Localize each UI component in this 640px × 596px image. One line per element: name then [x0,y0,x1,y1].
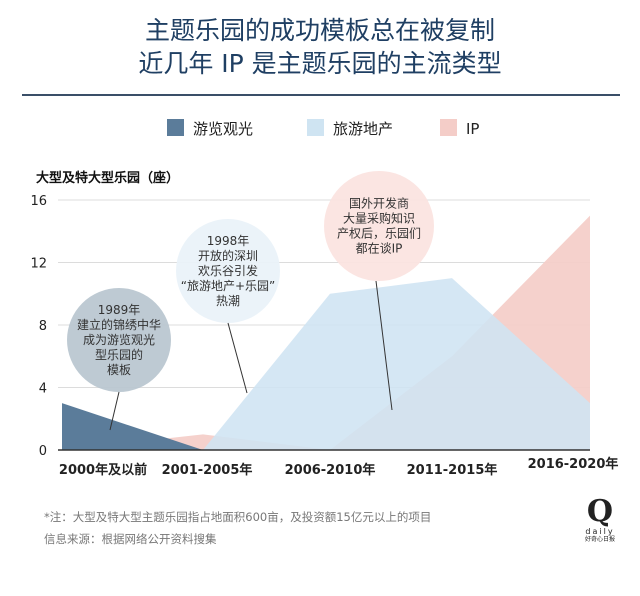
chart-title-line2: 近几年 IP 是主题乐园的主流类型 [138,49,502,78]
x-tick-label: 2006-2010年 [285,462,376,478]
legend-label: 游览观光 [193,120,253,138]
y-tick-label: 8 [39,319,47,334]
footnote: *注：大型及特大型主题乐园指占地面积600亩，及投资额15亿元以上的项目 [44,510,432,524]
annotation-bubble [67,288,171,392]
annotation-pointer [109,391,120,431]
logo-sub: 好奇心日报 [584,536,615,543]
legend-swatch [440,119,457,136]
annotation-text: 模板 [107,363,131,377]
chart-title-line1: 主题乐园的成功模板总在被复制 [144,16,495,45]
chart-title: 主题乐园的成功模板总在被复制 近几年 IP 是主题乐园的主流类型 [0,14,640,80]
y-tick-label: 12 [30,257,47,272]
annotation-text: 开放的深圳 [198,248,258,263]
legend-label: 旅游地产 [333,120,393,138]
legend-swatch [307,119,324,136]
annotation-text: 1998年 [207,234,250,248]
qdaily-logo: Q daily 好奇心日报 [580,497,620,544]
logo-word: daily [585,527,615,536]
x-tick-label: 2001-2005年 [162,462,253,478]
annotation-text: 成为游览观光 [83,332,155,347]
annotation-text: “旅游地产+乐园” [181,279,276,293]
annotation-text: 型乐园的 [95,347,143,362]
y-tick-label: 0 [39,444,47,459]
source-note: 信息来源：根据网络公开资料搜集 [44,532,217,546]
title-divider [22,94,620,96]
annotation-text: 热潮 [216,293,240,308]
annotation-text: 大量采购知识 [343,211,415,226]
annotation-pointer [375,280,393,411]
x-tick-label: 2016-2020年 [528,456,619,472]
x-tick-label: 2011-2015年 [407,462,498,478]
annotation-text: 欢乐谷引发 [198,263,258,278]
annotation-text: 都在谈IP [356,242,403,256]
annotation-text: 建立的锦绣中华 [77,317,161,332]
y-axis-label: 大型及特大型乐园（座） [36,170,179,186]
series-area [62,403,203,450]
x-tick-label: 2000年及以前 [59,462,147,478]
annotation-bubble [176,219,280,323]
y-tick-label: 16 [30,194,47,209]
annotation-text: 国外开发商 [349,196,409,211]
annotation-bubble [324,171,434,281]
annotation-text: 产权后，乐园们 [337,226,421,241]
legend-label: IP [466,120,479,138]
annotation-text: 1989年 [98,303,141,317]
legend-swatch [167,119,184,136]
y-tick-label: 4 [39,382,47,397]
series-area [203,278,590,450]
logo-letter: Q [586,494,614,529]
annotation-pointer [227,322,248,394]
